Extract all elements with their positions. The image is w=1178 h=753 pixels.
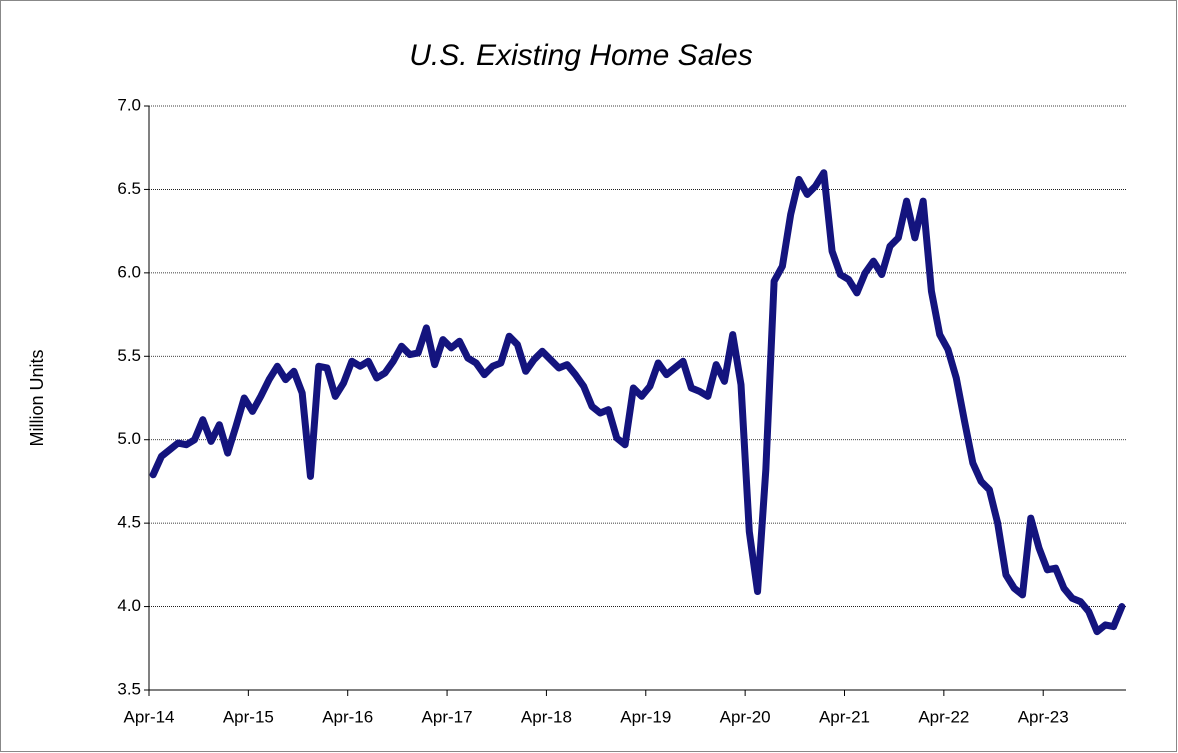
- data-line: [149, 169, 1126, 636]
- x-tick-label: Apr-14: [123, 707, 174, 726]
- x-tick-label: Apr-21: [819, 707, 870, 726]
- x-tick-label: Apr-17: [422, 707, 473, 726]
- x-tick-label: Apr-23: [1018, 707, 1069, 726]
- x-tick-label: Apr-15: [223, 707, 274, 726]
- y-tick-label: 4.0: [117, 596, 141, 615]
- y-tick-label: 5.5: [117, 346, 141, 365]
- y-tick-label: 7.0: [117, 95, 141, 114]
- chart-title: U.S. Existing Home Sales: [409, 39, 752, 72]
- y-tick-label: 6.5: [117, 179, 141, 198]
- y-tick-label: 4.5: [117, 513, 141, 532]
- x-tick-label: Apr-18: [521, 707, 572, 726]
- x-tick-label: Apr-22: [918, 707, 969, 726]
- x-tick-label: Apr-20: [720, 707, 771, 726]
- y-tick-label: 5.0: [117, 429, 141, 448]
- x-tick-label: Apr-16: [322, 707, 373, 726]
- x-tick-label: Apr-19: [620, 707, 671, 726]
- y-tick-label: 3.5: [117, 679, 141, 698]
- y-tick-label: 6.0: [117, 262, 141, 281]
- y-axis-label: Million Units: [27, 349, 47, 446]
